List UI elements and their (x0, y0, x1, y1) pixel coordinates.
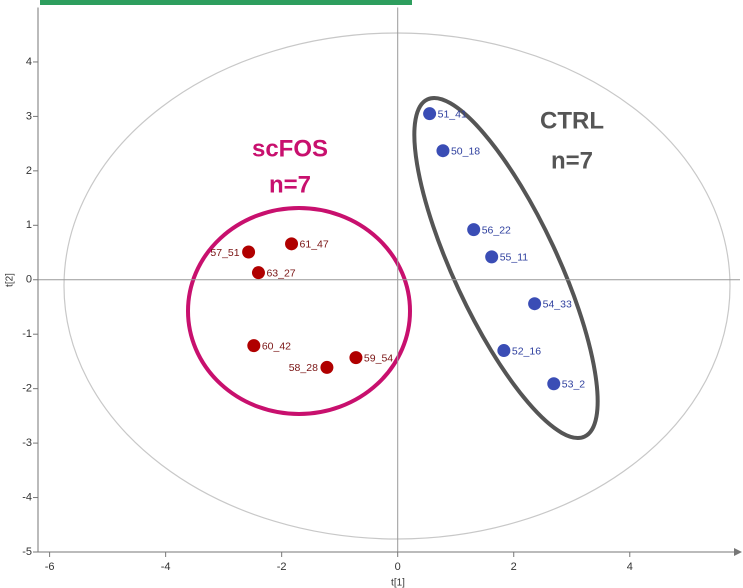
group-circle (186, 206, 412, 416)
point (320, 360, 334, 374)
point-label: 52_16 (512, 345, 541, 357)
point-label: 61_47 (300, 239, 329, 251)
annotation: CTRL (540, 107, 604, 134)
group-ellipse (412, 96, 600, 440)
x-tick-label: -6 (45, 561, 55, 573)
y-axis-label: t[2] (5, 273, 16, 287)
y-tick-label: -1 (22, 328, 32, 340)
point (436, 144, 450, 158)
y-tick-label: 1 (26, 219, 32, 231)
point-label: 50_18 (451, 145, 480, 157)
x-tick-label: 4 (627, 561, 633, 573)
hotelling-ellipse (63, 32, 731, 540)
y-tick-label: 0 (26, 274, 32, 286)
y-tick-label: 3 (26, 110, 32, 122)
x-tick-label: -2 (277, 561, 287, 573)
point-label: 53_2 (562, 379, 586, 391)
point-label: 51_41 (438, 108, 467, 120)
point (497, 344, 511, 358)
y-tick-label: 2 (26, 165, 32, 177)
y-tick-label: 4 (26, 56, 32, 68)
y-tick-label: -3 (22, 437, 32, 449)
point (485, 250, 499, 264)
point-label: 59_54 (364, 352, 393, 364)
point-label: 54_33 (543, 298, 572, 310)
point (285, 237, 299, 251)
point (528, 297, 542, 311)
annotation: n=7 (551, 147, 593, 174)
x-axis-label: t[1] (391, 578, 405, 588)
annotation: n=7 (269, 171, 311, 198)
y-tick-label: -2 (22, 383, 32, 395)
axis-arrow (734, 548, 742, 556)
point-label: 55_11 (500, 252, 529, 264)
point (547, 377, 561, 391)
annotation: scFOS (252, 135, 328, 162)
point-label: 58_28 (289, 362, 318, 374)
header-bar (40, 0, 412, 5)
point-label: 56_22 (482, 224, 511, 236)
point (247, 339, 261, 353)
point (251, 266, 265, 280)
x-tick-label: 0 (395, 561, 401, 573)
point (242, 245, 256, 259)
point-label: 63_27 (266, 267, 295, 279)
y-tick-label: -4 (22, 491, 32, 503)
point (349, 351, 363, 365)
y-tick-label: -5 (22, 546, 32, 558)
point (467, 223, 481, 237)
point (423, 107, 437, 121)
x-tick-label: -4 (161, 561, 171, 573)
point-label: 60_42 (262, 340, 291, 352)
point-label: 57_51 (210, 247, 239, 259)
x-tick-label: 2 (511, 561, 517, 573)
